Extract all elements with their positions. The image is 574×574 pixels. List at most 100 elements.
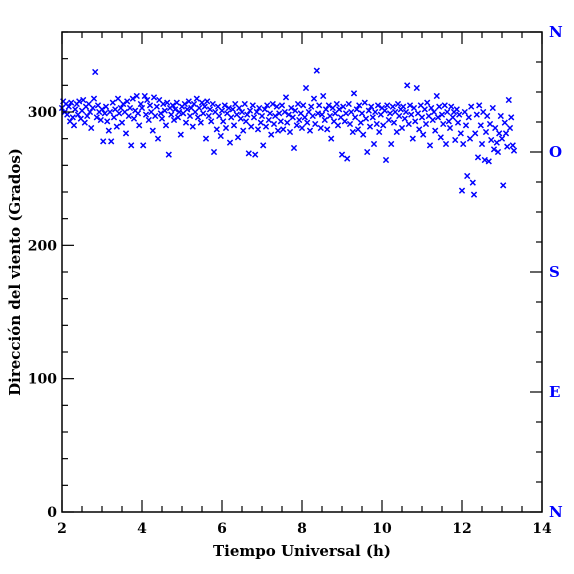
data-point <box>444 108 451 116</box>
data-point <box>428 104 435 112</box>
data-point <box>310 95 318 102</box>
y-tick-label: 0 <box>47 505 57 521</box>
data-point <box>505 96 512 104</box>
data-point <box>304 119 311 126</box>
data-point <box>420 131 427 138</box>
data-point <box>65 103 72 110</box>
data-point <box>258 112 266 120</box>
data-point <box>286 128 294 136</box>
data-point <box>365 107 372 114</box>
data-point <box>405 120 412 128</box>
data-point <box>278 102 286 109</box>
data-point <box>116 110 123 117</box>
data-point <box>317 124 324 132</box>
data-point <box>352 114 359 121</box>
data-point <box>289 114 296 121</box>
data-point <box>256 104 263 112</box>
x-tick-label: 2 <box>57 521 67 537</box>
data-point <box>149 127 156 134</box>
data-point <box>145 116 152 124</box>
data-point <box>281 108 288 116</box>
data-point <box>89 104 96 112</box>
data-point <box>472 130 479 137</box>
data-point <box>312 120 319 128</box>
y-axis-ticks: 0 100 200 300 <box>28 31 74 521</box>
data-point <box>170 116 178 124</box>
data-point <box>464 172 471 180</box>
x-tick-label: 12 <box>452 521 471 537</box>
data-point <box>298 124 306 132</box>
data-point <box>90 95 98 102</box>
data-point <box>442 140 450 148</box>
data-point <box>321 116 328 124</box>
data-point <box>368 103 375 110</box>
data-point <box>309 112 316 120</box>
compass-label-o: O <box>549 143 562 161</box>
data-point <box>510 147 518 154</box>
data-point <box>484 112 491 120</box>
data-point <box>254 126 262 133</box>
data-point <box>470 191 478 198</box>
data-point <box>152 112 159 120</box>
data-point <box>202 135 210 142</box>
data-point <box>468 103 475 110</box>
data-point <box>409 135 416 142</box>
data-point <box>340 103 347 110</box>
data-point <box>362 115 370 122</box>
data-point <box>282 94 290 101</box>
data-point <box>129 95 136 102</box>
data-point <box>105 127 112 134</box>
data-point <box>277 118 284 125</box>
data-point <box>268 131 275 138</box>
data-point <box>346 120 354 128</box>
data-point <box>478 140 486 148</box>
data-point <box>69 114 76 121</box>
data-point <box>242 118 250 125</box>
data-point <box>441 102 448 109</box>
data-point <box>88 124 95 132</box>
data-point <box>432 127 439 134</box>
data-point <box>492 124 499 132</box>
data-point <box>306 127 314 134</box>
data-point <box>162 122 170 129</box>
data-point <box>249 102 256 109</box>
data-point <box>194 114 202 121</box>
data-point <box>458 187 466 194</box>
data-point <box>270 120 278 128</box>
data-point <box>402 108 410 116</box>
compass-label-n: N <box>549 23 563 41</box>
data-point <box>234 134 242 141</box>
data-point <box>140 142 147 149</box>
data-point <box>314 110 322 117</box>
data-point <box>426 142 434 149</box>
data-point <box>237 115 244 122</box>
data-point <box>416 126 423 133</box>
data-point <box>302 84 310 92</box>
data-point <box>398 124 406 132</box>
x-tick-label: 8 <box>297 521 307 537</box>
data-point <box>300 102 307 109</box>
data-point <box>174 114 182 121</box>
data-point <box>506 124 514 132</box>
data-point <box>296 116 303 124</box>
data-point <box>356 102 363 109</box>
data-point <box>106 108 114 116</box>
data-point <box>408 111 415 118</box>
compass-label-s: S <box>549 263 560 281</box>
data-point <box>490 146 498 153</box>
data-point <box>146 102 154 109</box>
compass-label-e: E <box>549 383 560 401</box>
data-point <box>204 98 211 105</box>
data-point <box>228 114 235 121</box>
data-point <box>245 150 252 157</box>
data-point <box>454 119 462 126</box>
data-point <box>276 110 283 117</box>
data-point <box>198 99 206 106</box>
data-point <box>476 102 483 109</box>
data-point <box>100 138 107 145</box>
data-point <box>213 126 220 133</box>
data-point <box>386 110 394 117</box>
data-point <box>184 106 191 113</box>
data-point <box>349 128 356 136</box>
